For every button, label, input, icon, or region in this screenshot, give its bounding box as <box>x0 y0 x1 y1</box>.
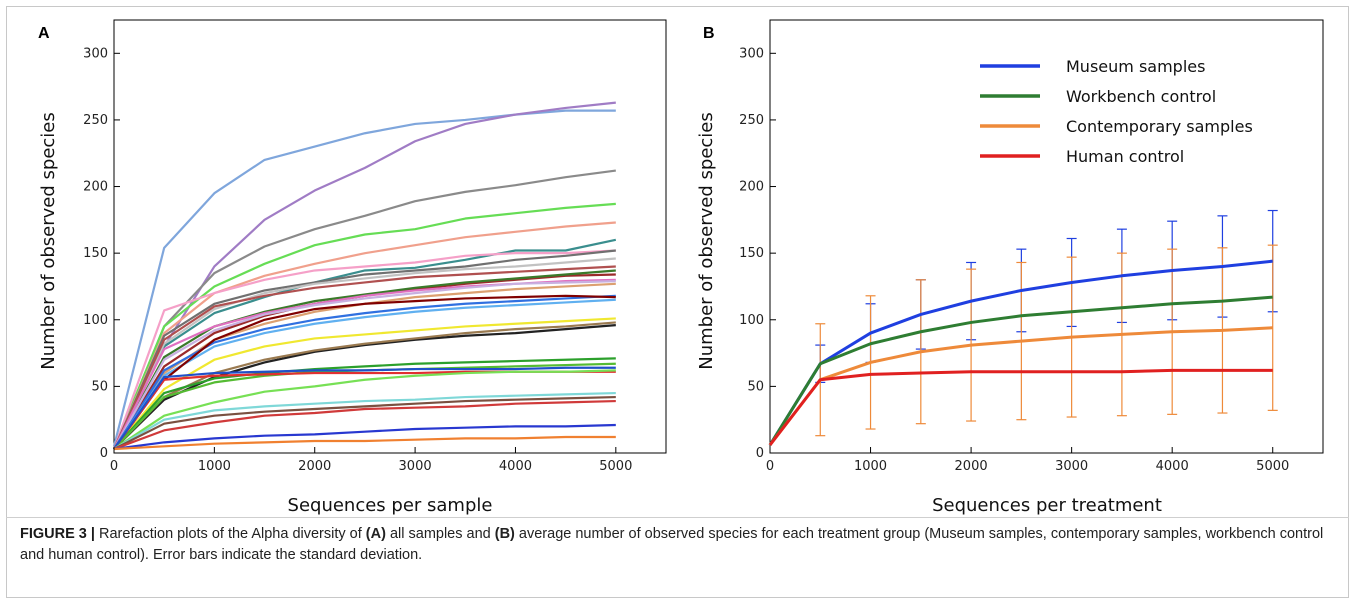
caption-text-1: Rarefaction plots of the Alpha diversity… <box>94 526 366 542</box>
series-line <box>112 221 616 450</box>
legend-label: Human control <box>1066 147 1184 166</box>
series-line <box>768 368 1273 446</box>
y-tick-label: 0 <box>756 446 764 461</box>
x-tick-label: 2000 <box>298 459 331 474</box>
y-tick-label: 250 <box>83 113 108 128</box>
series-line <box>113 280 616 450</box>
y-tick-label: 200 <box>739 180 764 195</box>
x-tick-label: 0 <box>110 459 118 474</box>
series-line <box>113 369 616 450</box>
y-tick-label: 200 <box>83 180 108 195</box>
series-line <box>113 101 616 450</box>
x-tick-label: 5000 <box>599 459 632 474</box>
figure-frame <box>6 6 1349 598</box>
caption-bold-a: (A) <box>365 526 386 542</box>
caption-bold-b: (B) <box>494 526 515 542</box>
panel-b-error-bars <box>815 209 1278 437</box>
y-tick-label: 50 <box>747 379 764 394</box>
series-line <box>113 257 616 450</box>
y-tick-label: 150 <box>739 246 764 261</box>
panel-b-plot-frame <box>769 19 1324 454</box>
x-tick-label: 4000 <box>1156 459 1189 474</box>
panel-a-letter: A <box>38 25 50 42</box>
panel-a-xlabel: Sequences per sample <box>288 495 493 516</box>
panel-a-lines <box>112 101 617 451</box>
y-tick-label: 100 <box>83 313 108 328</box>
legend-label: Contemporary samples <box>1066 117 1253 136</box>
x-tick-label: 5000 <box>1256 459 1289 474</box>
y-tick-label: 300 <box>83 46 108 61</box>
series-line <box>113 294 616 450</box>
x-tick-label: 3000 <box>399 459 432 474</box>
series-line <box>113 391 616 450</box>
series-line <box>113 357 616 450</box>
caption-figure-label: FIGURE 3 | <box>20 526 95 542</box>
y-tick-label: 250 <box>739 113 764 128</box>
y-tick-label: 150 <box>83 246 108 261</box>
y-tick-label: 100 <box>739 313 764 328</box>
series-line <box>113 435 616 451</box>
series-line <box>112 249 616 450</box>
x-tick-label: 1000 <box>854 459 887 474</box>
x-tick-label: 4000 <box>499 459 532 474</box>
panel-a-plot-frame <box>113 19 667 454</box>
caption-text-3: average number of observed species for e… <box>20 526 1324 563</box>
panel-b-lines <box>768 259 1273 446</box>
y-tick-label: 0 <box>100 446 108 461</box>
series-line <box>112 249 616 450</box>
legend-label: Museum samples <box>1066 57 1205 76</box>
series-line <box>113 423 616 451</box>
series-line <box>113 269 616 450</box>
series-line <box>768 326 1273 446</box>
panel-b-legend: Museum samples Workbench control Contempor… <box>980 57 1253 166</box>
caption-divider <box>6 517 1349 518</box>
caption-text-2: all samples and <box>385 526 495 542</box>
series-line <box>113 317 616 450</box>
series-line <box>768 295 1273 446</box>
panel-b-xlabel: Sequences per treatment <box>932 495 1162 516</box>
series-line <box>113 324 616 450</box>
panel-a-ylabel: Number of observed species <box>38 112 59 370</box>
y-tick-label: 300 <box>739 46 764 61</box>
series-line <box>768 259 1273 446</box>
series-line <box>113 298 616 450</box>
y-tick-label: 50 <box>91 379 108 394</box>
series-line <box>113 395 616 450</box>
x-tick-label: 2000 <box>955 459 988 474</box>
x-tick-label: 3000 <box>1055 459 1088 474</box>
x-tick-label: 1000 <box>198 459 231 474</box>
series-line <box>113 321 616 450</box>
x-tick-label: 0 <box>766 459 774 474</box>
series-line <box>113 265 616 450</box>
series-line <box>113 399 616 451</box>
figure-caption: FIGURE 3 | Rarefaction plots of the Alph… <box>20 524 1340 566</box>
panel-b-ylabel: Number of observed species <box>696 112 717 370</box>
series-line <box>112 169 616 450</box>
legend-label: Workbench control <box>1066 87 1216 106</box>
series-line <box>113 238 617 450</box>
series-line <box>113 366 616 450</box>
panel-b-letter: B <box>703 25 715 42</box>
